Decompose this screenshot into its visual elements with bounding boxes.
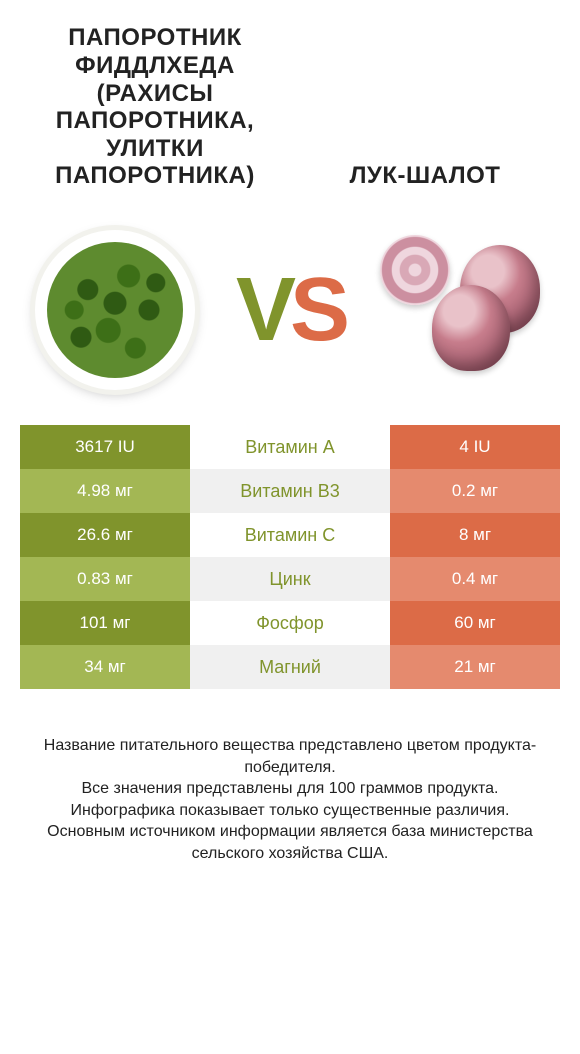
footer-notes: Название питательного вещества представл… (20, 735, 560, 865)
footer-line: Основным источником информации является … (30, 821, 550, 864)
cell-label: Цинк (190, 557, 390, 601)
cell-right: 8 мг (390, 513, 560, 557)
cell-left: 101 мг (20, 601, 190, 645)
image-right (370, 215, 560, 405)
footer-line: Название питательного вещества представл… (30, 735, 550, 778)
cell-label: Магний (190, 645, 390, 689)
vs-label: VS (236, 265, 344, 355)
cell-left: 0.83 мг (20, 557, 190, 601)
cell-left: 26.6 мг (20, 513, 190, 557)
cell-right: 60 мг (390, 601, 560, 645)
cell-right: 21 мг (390, 645, 560, 689)
table-row: 4.98 мгВитамин B30.2 мг (20, 469, 560, 513)
cell-label: Витамин C (190, 513, 390, 557)
cell-label: Витамин A (190, 425, 390, 469)
table-row: 26.6 мгВитамин C8 мг (20, 513, 560, 557)
cell-right: 0.2 мг (390, 469, 560, 513)
cell-left: 4.98 мг (20, 469, 190, 513)
image-left (20, 215, 210, 405)
table-row: 101 мгФосфор60 мг (20, 601, 560, 645)
vs-v: V (236, 265, 290, 355)
infographic: ПАПОРОТНИК ФИДДЛХЕДА (РАХИСЫ ПАПОРОТНИКА… (0, 0, 580, 1054)
cell-right: 0.4 мг (390, 557, 560, 601)
footer-line: Инфографика показывает только существенн… (30, 800, 550, 822)
images-row: VS (20, 215, 560, 405)
vs-s: S (290, 265, 344, 355)
cell-right: 4 IU (390, 425, 560, 469)
cell-left: 3617 IU (20, 425, 190, 469)
cell-left: 34 мг (20, 645, 190, 689)
cell-label: Витамин B3 (190, 469, 390, 513)
shallot-icon (380, 235, 550, 385)
table-row: 34 мгМагний21 мг (20, 645, 560, 689)
title-left: ПАПОРОТНИК ФИДДЛХЕДА (РАХИСЫ ПАПОРОТНИКА… (20, 24, 290, 190)
table-row: 0.83 мгЦинк0.4 мг (20, 557, 560, 601)
table-row: 3617 IUВитамин A4 IU (20, 425, 560, 469)
title-right: ЛУК-ШАЛОТ (290, 162, 560, 190)
cell-label: Фосфор (190, 601, 390, 645)
titles-row: ПАПОРОТНИК ФИДДЛХЕДА (РАХИСЫ ПАПОРОТНИКА… (20, 20, 560, 190)
fiddlehead-bowl-icon (35, 230, 195, 390)
footer-line: Все значения представлены для 100 граммо… (30, 778, 550, 800)
comparison-table: 3617 IUВитамин A4 IU4.98 мгВитамин B30.2… (20, 425, 560, 689)
